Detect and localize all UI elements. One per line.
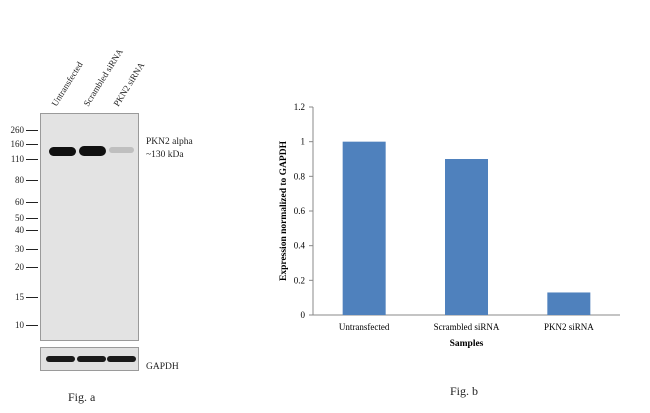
mw-marker-tick	[26, 218, 38, 219]
mw-marker-label: 20	[15, 262, 24, 272]
mw-marker-label: 260	[10, 125, 25, 135]
x-axis-ticks: Untransfected Scrambled siRNA PKN2 siRNA	[339, 322, 594, 332]
gapdh-band-pkn2-sirna	[107, 356, 136, 362]
band-pkn2-sirna	[109, 147, 134, 153]
mw-marker-label: 60	[15, 197, 24, 207]
mw-marker-label: 15	[15, 292, 24, 302]
mw-marker-label: 50	[15, 213, 24, 223]
mw-marker-tick	[26, 144, 38, 145]
band-scrambled-sirna	[79, 146, 106, 156]
mw-marker-tick	[26, 249, 38, 250]
mw-marker-tick	[26, 159, 38, 160]
mw-marker-label: 10	[15, 320, 24, 330]
figure-a-caption: Fig. a	[68, 390, 96, 404]
gapdh-band-untransfected	[46, 356, 75, 362]
band-label-size: ~130 kDa	[146, 150, 184, 160]
figure-b-caption: Fig. b	[450, 384, 479, 398]
mw-marker-tick	[26, 297, 38, 298]
mw-marker-tick	[26, 230, 38, 231]
mw-marker-tick	[26, 130, 38, 131]
mw-marker-label: 40	[15, 225, 24, 235]
mw-marker-tick	[26, 180, 38, 181]
y-tick-label: 0.6	[294, 206, 306, 216]
blot-membrane-main	[40, 113, 139, 341]
band-untransfected	[49, 147, 76, 156]
bar	[342, 141, 386, 315]
mw-marker-tick	[26, 202, 38, 203]
gapdh-band-scrambled-sirna	[77, 356, 106, 362]
y-tick-label: 1.2	[294, 102, 305, 112]
lane-label-pkn2-sirna: PKN2 siRNA	[111, 60, 147, 108]
mw-marker-tick	[26, 267, 38, 268]
mw-marker-tick	[26, 325, 38, 326]
western-blot-panel: Untransfected Scrambled siRNA PKN2 siRNA…	[0, 0, 260, 413]
y-tick-label: 0.2	[294, 275, 305, 285]
x-tick-label: Untransfected	[339, 322, 390, 332]
bar-series	[342, 141, 591, 315]
x-axis-title: Samples	[450, 339, 484, 349]
bar-chart: 0 0.2 0.4 0.6 0.8 1 1.2 Untransfected Scrambled…	[279, 102, 620, 349]
bar	[547, 292, 591, 315]
x-tick-label: Scrambled siRNA	[434, 322, 500, 332]
blot-membrane-gapdh	[40, 347, 139, 371]
y-tick-label: 1	[301, 137, 306, 147]
y-tick-label: 0.8	[294, 171, 306, 181]
mw-marker-label: 110	[10, 154, 24, 164]
mw-marker-label: 160	[10, 139, 25, 149]
y-tick-label: 0	[301, 310, 306, 320]
loading-control-label: GAPDH	[146, 362, 179, 372]
x-tick-label: PKN2 siRNA	[544, 322, 594, 332]
y-tick-label: 0.4	[294, 241, 306, 251]
lane-label-untransfected: Untransfected	[49, 59, 85, 108]
mw-marker-label: 30	[15, 244, 24, 254]
y-axis-ticks: 0 0.2 0.4 0.6 0.8 1 1.2	[294, 102, 313, 320]
bar	[445, 159, 488, 315]
band-label-protein: PKN2 alpha	[146, 137, 193, 147]
y-axis-title: Expression normalized to GAPDH	[279, 140, 289, 281]
mw-marker-label: 80	[15, 175, 24, 185]
